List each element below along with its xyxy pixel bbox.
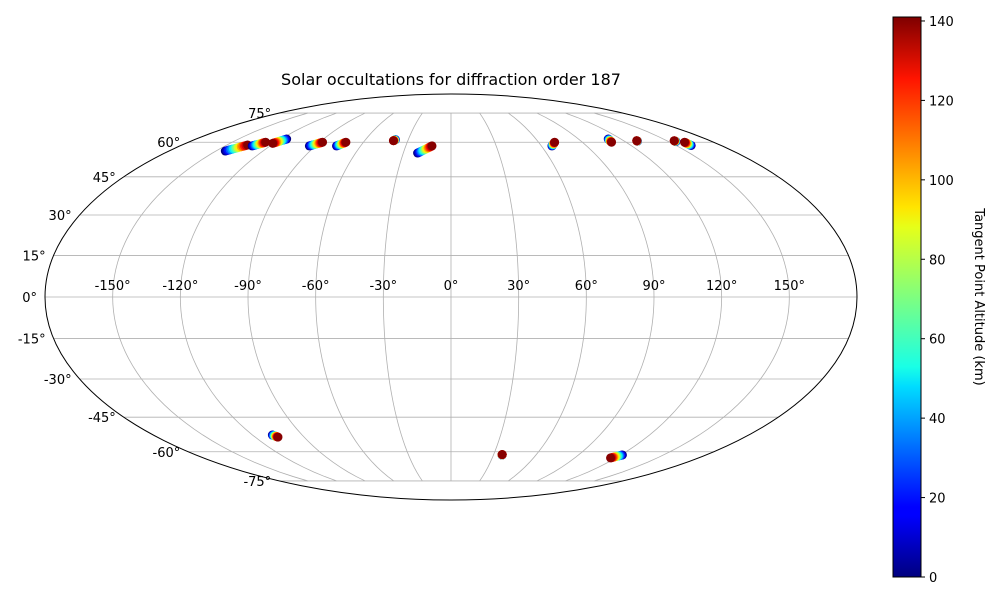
colorbar-tick-label: 80 (929, 253, 946, 268)
data-point (318, 137, 328, 147)
colorbar-tick-label: 40 (929, 412, 946, 427)
occultation-track (332, 137, 351, 151)
colorbar-label: Tangent Point Altitude (km) (971, 207, 986, 385)
data-point (607, 137, 617, 147)
latitude-tick-labels: 75° 60° 45° 30° 15° 0° -15° -30° -45° -60° -75° (18, 107, 271, 490)
longitude-tick-label: 120° (706, 279, 737, 294)
data-point (550, 137, 560, 147)
meridian-line (479, 112, 520, 482)
longitude-tick-label: 60° (575, 279, 598, 294)
latitude-tick-label: -75° (243, 475, 271, 490)
graticule (45, 112, 857, 482)
longitude-tick-label: 90° (642, 279, 665, 294)
longitude-tick-label: 0° (444, 279, 459, 294)
occultation-track (388, 135, 400, 146)
meridian-line (508, 112, 587, 482)
occultation-track (669, 136, 681, 147)
longitude-tick-label: -30° (369, 279, 397, 294)
data-point (632, 136, 642, 146)
longitude-tick-label: -90° (234, 279, 262, 294)
occultation-track (603, 134, 617, 147)
occultation-track (268, 134, 292, 148)
meridian-line (565, 112, 723, 482)
occultation-points (220, 134, 696, 463)
latitude-tick-label: 45° (93, 171, 116, 186)
data-point (427, 141, 437, 151)
longitude-tick-labels: -150° -120° -90° -60° -30° 0° 30° 60° 90° 120° 150… (95, 279, 805, 294)
data-point (669, 136, 679, 146)
latitude-tick-label: -15° (18, 333, 46, 348)
occultation-track (497, 450, 507, 460)
latitude-tick-label: 15° (23, 249, 46, 264)
meridian-line (382, 112, 423, 482)
data-point (273, 432, 283, 442)
longitude-tick-label: -60° (302, 279, 330, 294)
colorbar (892, 16, 922, 578)
data-point (268, 138, 278, 148)
colorbar-tick-label: 120 (929, 94, 954, 109)
occultation-track (220, 140, 253, 156)
latitude-tick-label: 30° (49, 209, 72, 224)
meridian-line (594, 112, 790, 482)
occultation-track (632, 136, 642, 146)
latitude-tick-label: -60° (153, 446, 181, 461)
longitude-tick-label: -120° (162, 279, 198, 294)
data-point (680, 137, 690, 147)
longitude-tick-label: 150° (774, 279, 805, 294)
occultation-track (247, 137, 271, 151)
colorbar-tick-label: 140 (929, 15, 954, 30)
meridian-line (179, 112, 337, 482)
colorbar-tick-label: 20 (929, 492, 946, 507)
data-point (497, 450, 507, 460)
occultation-track (267, 430, 283, 442)
data-point (261, 137, 271, 147)
colorbar-ticks: 0 20 40 60 80 100 120 140 (921, 15, 954, 586)
colorbar-tick-label: 0 (929, 571, 937, 586)
chart-title: Solar occultations for diffraction order… (281, 70, 621, 89)
occultation-track (547, 137, 560, 151)
occultation-track (413, 141, 437, 158)
latitude-tick-label: -45° (88, 411, 116, 426)
meridian-line (112, 112, 308, 482)
meridian-line (536, 112, 655, 482)
data-point (341, 137, 351, 147)
data-point (388, 136, 398, 146)
occultation-track (680, 137, 696, 150)
latitude-tick-label: -30° (44, 373, 72, 388)
occultation-track (606, 450, 627, 463)
data-point (606, 453, 616, 463)
colorbar-tick-label: 60 (929, 333, 946, 348)
occultation-track (304, 137, 328, 151)
meridian-line (315, 112, 394, 482)
latitude-tick-label: 75° (248, 107, 271, 122)
latitude-tick-label: 60° (157, 136, 180, 151)
latitude-tick-label: 0° (22, 291, 37, 306)
longitude-tick-label: -150° (95, 279, 131, 294)
longitude-tick-label: 30° (507, 279, 530, 294)
meridian-line (247, 112, 366, 482)
colorbar-tick-label: 100 (929, 174, 954, 189)
map-boundary (44, 93, 858, 501)
